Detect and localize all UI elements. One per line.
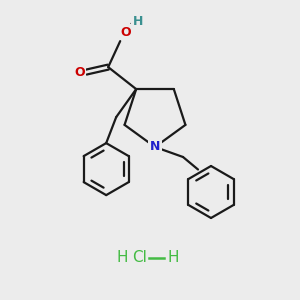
Text: O: O	[74, 66, 85, 79]
Text: H: H	[116, 250, 128, 266]
Text: N: N	[150, 140, 160, 154]
Text: O: O	[120, 26, 130, 39]
Text: H: H	[133, 15, 143, 28]
Text: H: H	[167, 250, 179, 266]
Text: Cl: Cl	[133, 250, 147, 266]
